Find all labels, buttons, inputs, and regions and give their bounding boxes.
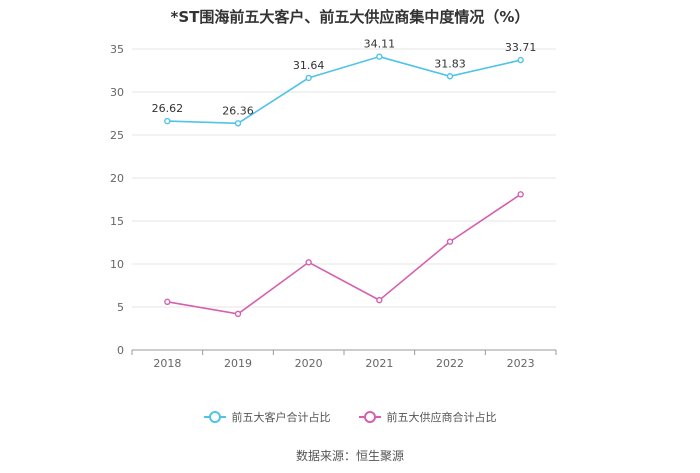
data-point: [164, 117, 171, 125]
data-point: [446, 238, 454, 245]
series-line: [167, 193, 522, 315]
legend-item-customers[interactable]: 前五大客户合计占比: [203, 409, 331, 425]
legend: 前五大客户合计占比 前五大供应商合计占比: [0, 409, 700, 425]
series-line: [167, 55, 521, 125]
source-note: 数据来源：恒生聚源: [295, 449, 404, 463]
y-tick-label: 25: [110, 129, 124, 142]
data-point: [234, 310, 242, 318]
x-tick-label: 2022: [436, 357, 464, 370]
y-tick-label: 20: [110, 172, 124, 185]
data-label: 31.83: [434, 57, 466, 70]
legend-label-suppliers: 前五大供应商合计占比: [386, 411, 497, 424]
data-point: [517, 56, 524, 64]
y-tick-label: 10: [110, 258, 124, 271]
data-label: 31.64: [293, 59, 325, 72]
data-point: [376, 53, 383, 60]
data-point: [446, 73, 454, 80]
x-tick-label: 2019: [224, 357, 252, 370]
x-tick-label: 2018: [153, 357, 181, 370]
legend-marker-customers: [203, 411, 226, 423]
data-point: [376, 296, 383, 304]
x-tick-label: 2020: [295, 357, 323, 370]
legend-marker-suppliers: [358, 411, 381, 423]
data-label: 26.62: [152, 102, 184, 115]
y-tick-label: 35: [110, 43, 124, 56]
data-label: 33.71: [505, 41, 537, 54]
x-tick-label: 2023: [507, 357, 535, 370]
data-point: [305, 259, 312, 266]
x-tick-label: 2021: [365, 357, 393, 370]
data-point: [517, 191, 524, 198]
legend-label-customers: 前五大客户合计占比: [231, 411, 331, 424]
data-label: 34.11: [364, 38, 396, 51]
y-tick-label: 0: [117, 344, 124, 357]
y-tick-label: 15: [110, 215, 124, 228]
data-point: [234, 120, 242, 127]
chart-title: *ST围海前五大客户、前五大供应商集中度情况（%）: [170, 8, 530, 26]
data-label: 26.36: [222, 104, 254, 117]
data-point: [305, 74, 312, 82]
y-tick-label: 30: [110, 86, 124, 99]
data-point: [164, 298, 171, 306]
y-tick-label: 5: [117, 301, 124, 314]
legend-item-suppliers[interactable]: 前五大供应商合计占比: [358, 409, 497, 425]
